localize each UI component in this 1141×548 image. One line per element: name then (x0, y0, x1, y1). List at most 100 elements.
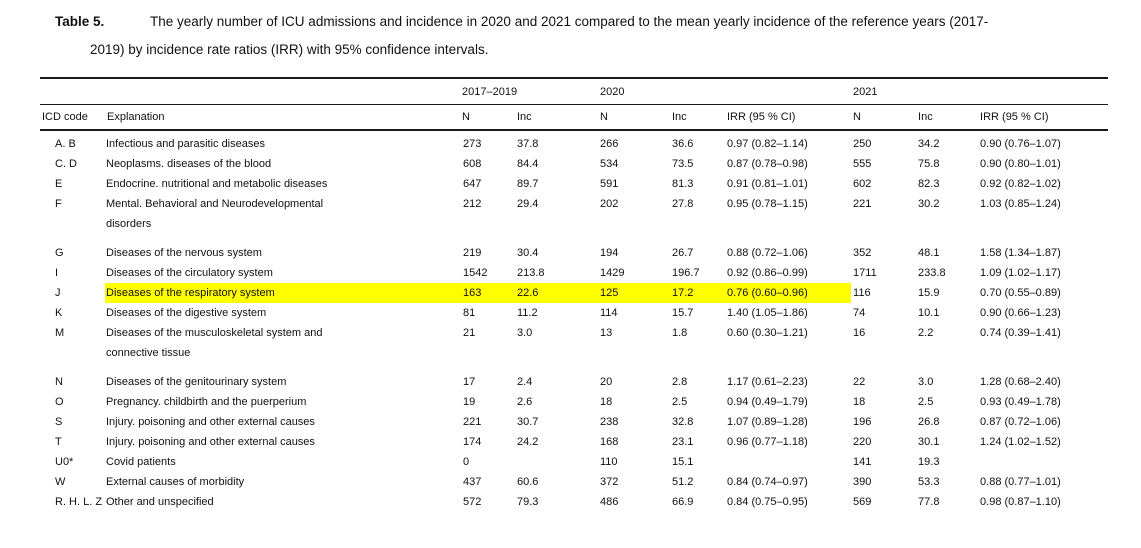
cell-irr2: 1.28 (0.68–2.40) (980, 376, 1061, 388)
cell-n3: 16 (853, 327, 866, 339)
cell-n3: 22 (853, 376, 866, 388)
cell-inc1: 89.7 (517, 178, 539, 190)
cell-irr2: 1.03 (0.85–1.24) (980, 198, 1061, 210)
table-5: 2017–2019 2020 2021 ICD code Explanation… (40, 77, 1109, 512)
year-header-2020: 2020 (598, 78, 852, 105)
cell-inc3: 15.9 (918, 287, 940, 299)
cell-inc2: 17.2 (670, 283, 725, 303)
cell-icd: W (55, 476, 66, 488)
year-header-2021: 2021 (851, 78, 1109, 105)
cell-irr2: 0.98 (0.87–1.10) (980, 496, 1061, 508)
cell-irr1: 0.96 (0.77–1.18) (727, 436, 808, 448)
cell-inc3: 10.1 (918, 307, 940, 319)
cell-irr2: 1.09 (1.02–1.17) (980, 267, 1061, 279)
cell-irr2: 0.87 (0.72–1.06) (980, 416, 1061, 428)
cell-icd: A. B (55, 138, 76, 150)
cell-icd: T (55, 436, 62, 448)
cell-n1: 1542 (463, 267, 488, 279)
cell-n1: 19 (463, 396, 476, 408)
table-body: A. B Infectious and parasitic diseases 273… (40, 130, 1108, 512)
col-header-inc-2021: Inc (916, 104, 979, 131)
cell-icd: R. H. L. Z (55, 496, 103, 508)
cell-inc3: 77.8 (918, 496, 940, 508)
cell-explanation: Diseases of the digestive system (106, 307, 267, 319)
table-row: U0* Covid patients 0 110 15.1 141 19.3 (40, 452, 1108, 472)
cell-explanation: Mental. Behavioral and Neurodevelopmenta… (106, 198, 324, 230)
year-header-2017-2019: 2017–2019 (460, 78, 598, 105)
cell-inc1: 37.8 (517, 138, 539, 150)
cell-inc1: 29.4 (517, 198, 539, 210)
cell-n3: 555 (853, 158, 872, 170)
cell-n2: 125 (598, 283, 670, 303)
cell-irr1: 0.94 (0.49–1.79) (727, 396, 808, 408)
cell-n1: 437 (463, 476, 482, 488)
table-row: A. B Infectious and parasitic diseases 273… (40, 130, 1108, 154)
cell-irr2: 0.92 (0.82–1.02) (980, 178, 1061, 190)
cell-inc2: 2.8 (672, 376, 688, 388)
cell-n3: 74 (853, 307, 866, 319)
cell-inc3: 2.2 (918, 327, 934, 339)
cell-n2: 110 (600, 456, 618, 468)
cell-icd: F (55, 198, 62, 210)
cell-n2: 168 (600, 436, 619, 448)
cell-icd: S (55, 416, 63, 428)
cell-inc3: 19.3 (918, 456, 940, 468)
cell-icd: K (55, 307, 63, 319)
cell-icd: J (55, 287, 61, 299)
cell-explanation: Diseases of the genitourinary system (106, 376, 287, 388)
col-header-n-2021: N (851, 104, 917, 131)
cell-inc2: 73.5 (672, 158, 694, 170)
cell-n1: 608 (463, 158, 482, 170)
cell-n1: 221 (463, 416, 482, 428)
cell-irr1: 1.17 (0.61–2.23) (727, 376, 808, 388)
table-row: F Mental. Behavioral and Neurodevelopment… (40, 194, 1108, 243)
cell-irr1: 0.60 (0.30–1.21) (727, 327, 808, 339)
cell-icd: O (55, 396, 64, 408)
cell-inc2: 23.1 (672, 436, 694, 448)
table-row: S Injury. poisoning and other external ca… (40, 412, 1108, 432)
cell-n3: 116 (853, 287, 871, 299)
cell-explanation: Infectious and parasitic diseases (106, 138, 265, 150)
cell-n1: 0 (463, 456, 470, 468)
table-row: T Injury. poisoning and other external ca… (40, 432, 1108, 452)
cell-inc1: 2.4 (517, 376, 533, 388)
col-header-inc-2017-2019: Inc (515, 104, 598, 131)
col-header-icd-code: ICD code (40, 104, 105, 131)
cell-n3: 390 (853, 476, 872, 488)
table-caption: Table 5. The yearly number of ICU admissi… (0, 0, 1141, 58)
cell-icd: I (55, 267, 59, 279)
table-row: E Endocrine. nutritional and metabolic di… (40, 174, 1108, 194)
cell-explanation: Endocrine. nutritional and metabolic dis… (106, 178, 328, 190)
cell-n2: 372 (600, 476, 619, 488)
cell-inc3: 30.1 (918, 436, 940, 448)
cell-inc2: 26.7 (672, 247, 694, 259)
year-header-row: 2017–2019 2020 2021 (40, 78, 1109, 105)
cell-inc2: 15.7 (672, 307, 694, 319)
cell-n2: 194 (600, 247, 619, 259)
cell-inc3: 30.2 (918, 198, 940, 210)
cell-explanation: Injury. poisoning and other external cau… (106, 416, 315, 428)
col-header-inc-2020: Inc (670, 104, 725, 131)
cell-irr1: 0.84 (0.75–0.95) (727, 496, 808, 508)
col-header-explanation: Explanation (105, 104, 460, 131)
cell-irr1: 0.91 (0.81–1.01) (727, 178, 808, 190)
cell-n1: 273 (463, 138, 482, 150)
cell-inc1: 30.4 (517, 247, 539, 259)
cell-inc1: 79.3 (517, 496, 539, 508)
table-row: M Diseases of the musculoskeletal system … (40, 323, 1108, 372)
cell-n1: 17 (463, 376, 476, 388)
cell-explanation: Diseases of the respiratory system (105, 283, 460, 303)
cell-irr1: 0.84 (0.74–0.97) (727, 476, 808, 488)
cell-icd: C. D (55, 158, 77, 170)
cell-n2: 20 (600, 376, 613, 388)
cell-irr2 (978, 452, 1108, 472)
cell-n2: 534 (600, 158, 619, 170)
cell-explanation: Diseases of the musculoskeletal system a… (106, 327, 323, 359)
cell-irr1: 0.87 (0.78–0.98) (727, 158, 808, 170)
cell-n3: 141 (853, 456, 872, 468)
cell-irr2: 0.88 (0.77–1.01) (980, 476, 1061, 488)
col-header-n-2020: N (598, 104, 670, 131)
cell-inc2: 196.7 (672, 267, 700, 279)
cell-explanation: Diseases of the circulatory system (106, 267, 273, 279)
